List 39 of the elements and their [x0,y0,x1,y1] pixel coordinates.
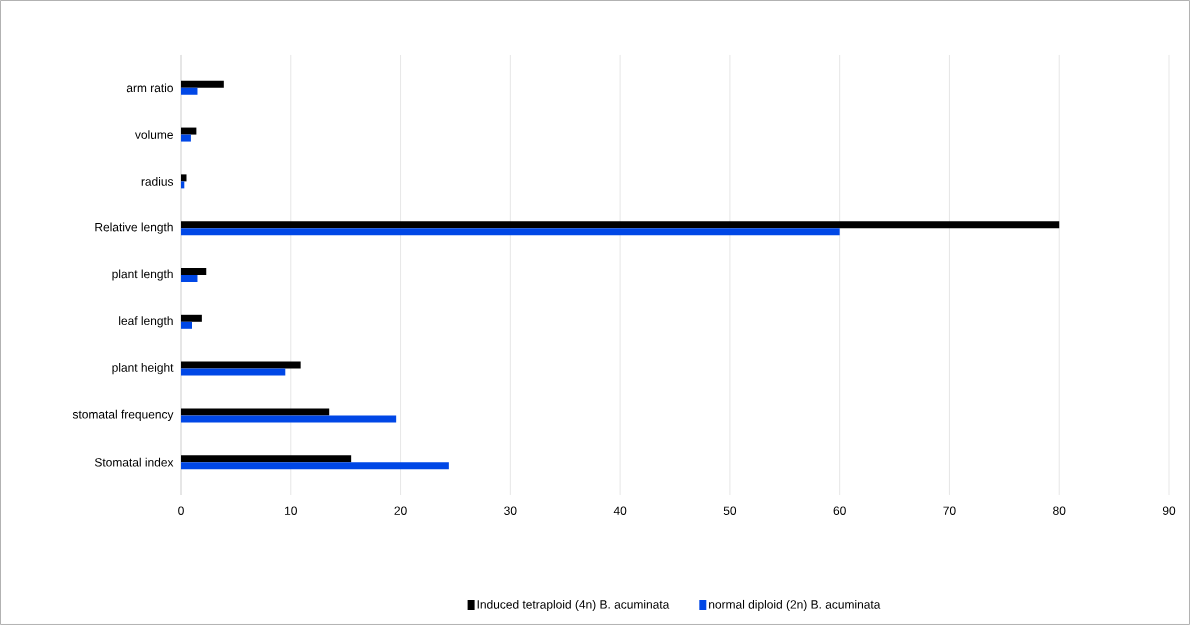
bar [181,174,187,182]
y-tick-label: Stomatal index [94,457,174,467]
legend-label: Induced tetraploid (4n) B. acuminata [477,599,670,612]
x-tick-label: 60 [833,506,846,515]
x-tick-label: 90 [1162,506,1176,515]
x-tick-label: 80 [1053,506,1066,515]
bar [181,181,185,189]
x-tick-label: 50 [723,506,737,515]
y-tick-label: plant length [112,269,173,281]
y-tick-label: plant height [112,363,174,375]
y-tick-label: Relative length [95,222,173,234]
bar [181,127,197,135]
y-tick-label: arm ratio [126,83,173,93]
x-tick-label: 0 [178,506,184,515]
bar [181,267,207,275]
y-tick-label: leaf length [119,316,173,328]
bar [181,462,449,470]
y-tick-label: radius [141,176,174,186]
x-tick-label: 20 [394,506,407,515]
y-tick-label: stomatal frequency [72,409,174,421]
x-tick-label: 30 [504,506,517,515]
bar [181,134,191,142]
bar [181,361,301,369]
bar [181,221,1060,229]
x-tick-label: 10 [285,506,297,515]
y-tick-label: volume [135,130,173,139]
bar [181,321,192,329]
bar [181,228,840,236]
x-tick-label: 40 [613,506,627,515]
bar [181,87,198,95]
x-tick-label: 70 [943,506,956,515]
legend-label: normal diploid (2n) B. acuminata [709,599,881,612]
bar [181,368,286,376]
bar [181,455,352,463]
bar [181,408,330,416]
bar [181,274,198,282]
bar [181,415,397,423]
bar [181,80,224,88]
bar [181,314,202,322]
